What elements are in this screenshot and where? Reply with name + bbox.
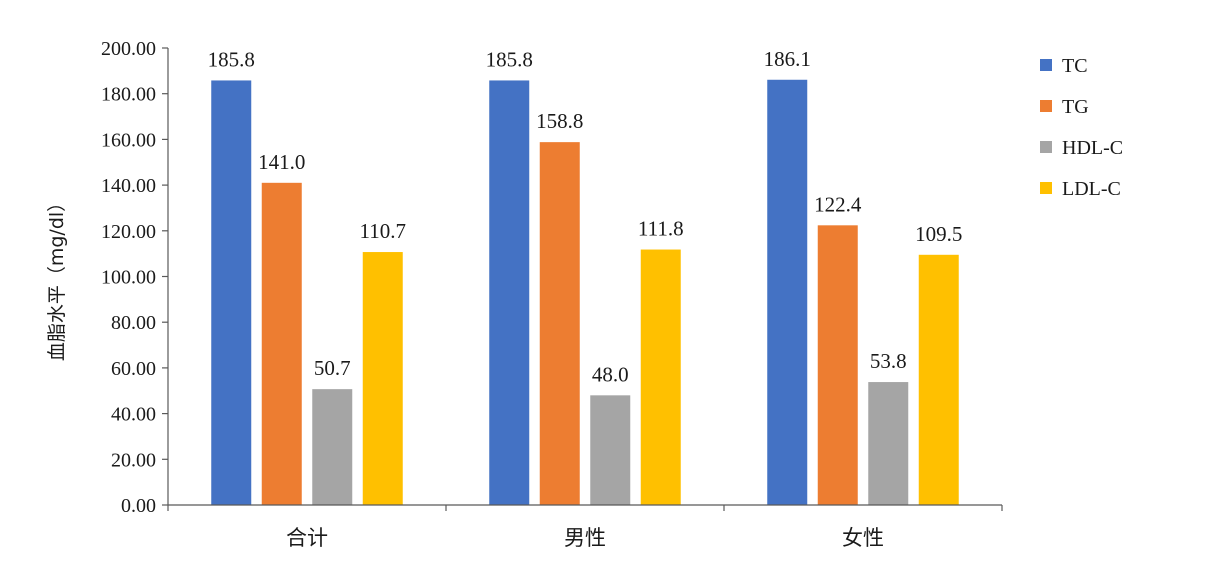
data-label: 110.7 — [360, 219, 406, 243]
y-tick-label: 60.00 — [111, 358, 156, 380]
bar — [590, 395, 631, 505]
bar — [767, 79, 808, 505]
bar — [312, 389, 353, 505]
bars: 185.8 185.8 186.1 141.0 158.8 122.4 50.7 48.0 53… — [208, 47, 962, 506]
y-tick-label: 160.00 — [101, 129, 156, 151]
legend-entry: HDL-C — [1062, 137, 1123, 159]
legend-swatch — [1040, 141, 1052, 153]
bar — [489, 80, 530, 506]
y-tick-label: 100.00 — [101, 267, 156, 289]
data-label: 122.4 — [814, 192, 862, 216]
x-category-label: 女性 — [842, 526, 884, 550]
legend-entry: TC — [1062, 55, 1088, 77]
bar — [918, 254, 959, 505]
y-tick-label: 180.00 — [101, 84, 156, 106]
legend-entry: TG — [1062, 96, 1089, 118]
y-tick-label: 20.00 — [111, 449, 156, 471]
legend: TC TG HDL-C LDL-C — [1040, 55, 1123, 200]
legend-entry: LDL-C — [1062, 178, 1121, 200]
x-category-label: 男性 — [564, 526, 606, 550]
y-tick-label: 0.00 — [121, 495, 156, 517]
y-tick-label: 120.00 — [101, 221, 156, 243]
y-axis: 0.00 20.00 40.00 60.00 80.00 100.00 120.00 140.… — [101, 38, 169, 517]
data-label: 185.8 — [486, 47, 533, 71]
bar — [211, 80, 252, 506]
x-axis: 合计 男性 女性 — [167, 504, 1003, 550]
data-label: 158.8 — [536, 109, 583, 133]
bar — [261, 182, 302, 505]
data-label: 186.1 — [764, 47, 811, 71]
y-tick-label: 40.00 — [111, 404, 156, 426]
data-label: 53.8 — [870, 349, 907, 373]
legend-swatch — [1040, 59, 1052, 71]
data-label: 141.0 — [258, 150, 305, 174]
y-axis-title: 血脂水平（mg/dl） — [46, 193, 68, 361]
y-tick-label: 200.00 — [101, 38, 156, 60]
y-tick-label: 80.00 — [111, 312, 156, 334]
bar — [362, 252, 403, 505]
bar — [640, 249, 681, 505]
bar — [817, 225, 858, 506]
data-label: 48.0 — [592, 362, 629, 386]
bar — [539, 142, 580, 505]
data-label: 50.7 — [314, 356, 351, 380]
legend-swatch — [1040, 100, 1052, 112]
legend-swatch — [1040, 182, 1052, 194]
y-tick-label: 140.00 — [101, 175, 156, 197]
bar — [868, 382, 909, 505]
data-label: 111.8 — [638, 217, 684, 241]
data-label: 109.5 — [915, 222, 962, 246]
x-category-label: 合计 — [286, 526, 328, 550]
data-label: 185.8 — [208, 47, 255, 71]
